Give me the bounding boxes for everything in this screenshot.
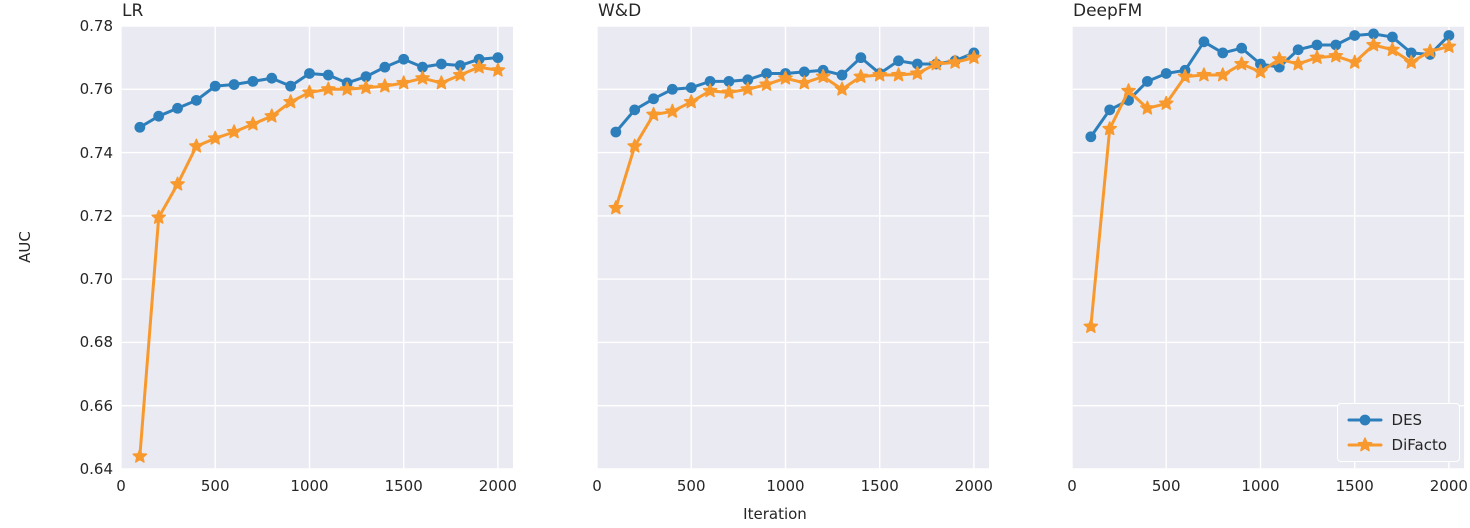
subplot-title-lr: LR bbox=[122, 1, 144, 21]
x-tick-label: 500 bbox=[200, 477, 230, 495]
difacto-legend-sample bbox=[1347, 437, 1383, 452]
x-tick-label: 500 bbox=[1151, 477, 1181, 495]
deepfm-plot-area bbox=[1071, 25, 1464, 470]
lr-subplot: LR 0.78 0.76 0.74 0.72 0.70 0.68 0.66 0.64 0 500… bbox=[80, 1, 517, 495]
legend-item-des: DES bbox=[1347, 411, 1447, 429]
x-tick-label: 1000 bbox=[766, 477, 805, 495]
x-axis-label: Iteration bbox=[743, 505, 807, 523]
deepfm-subplot: DeepFM 0 500 1000 1500 2000 DES DiFacto bbox=[1067, 1, 1468, 495]
y-tick-label: 0.66 bbox=[79, 396, 113, 415]
y-tick-label: 0.76 bbox=[79, 80, 113, 99]
subplot-title-deepfm: DeepFM bbox=[1073, 1, 1143, 21]
x-tick-label: 1500 bbox=[384, 477, 423, 495]
y-tick-label: 0.72 bbox=[79, 206, 113, 225]
x-tick-label: 0 bbox=[592, 477, 602, 495]
lr-plot-area bbox=[120, 25, 513, 470]
y-tick-label: 0.64 bbox=[79, 460, 113, 478]
x-tick-label: 0 bbox=[116, 477, 126, 495]
y-tick-label: 0.70 bbox=[79, 270, 113, 289]
x-tick-label: 2000 bbox=[1429, 477, 1468, 495]
y-tick-label: 0.78 bbox=[79, 17, 113, 35]
y-tick-label: 0.74 bbox=[79, 143, 113, 162]
y-tick-label: 0.68 bbox=[79, 333, 113, 352]
x-tick-label: 500 bbox=[676, 477, 706, 495]
wd-subplot: W&D 0 500 1000 1500 2000 bbox=[592, 1, 993, 495]
legend-label-des: DES bbox=[1391, 411, 1423, 429]
x-tick-label: 1000 bbox=[1241, 477, 1280, 495]
x-tick-label: 2000 bbox=[478, 477, 517, 495]
x-tick-label: 1500 bbox=[1335, 477, 1374, 495]
legend: DES DiFacto bbox=[1336, 403, 1460, 462]
des-legend-sample bbox=[1347, 414, 1383, 426]
wd-plot-area bbox=[596, 25, 989, 470]
legend-label-difacto: DiFacto bbox=[1391, 436, 1447, 454]
x-tick-label: 1500 bbox=[860, 477, 899, 495]
subplot-title-wd: W&D bbox=[598, 1, 642, 21]
x-tick-label: 0 bbox=[1067, 477, 1077, 495]
y-axis-label: AUC bbox=[16, 231, 34, 263]
x-tick-label: 2000 bbox=[954, 477, 993, 495]
legend-item-difacto: DiFacto bbox=[1347, 436, 1447, 454]
x-tick-label: 1000 bbox=[290, 477, 329, 495]
